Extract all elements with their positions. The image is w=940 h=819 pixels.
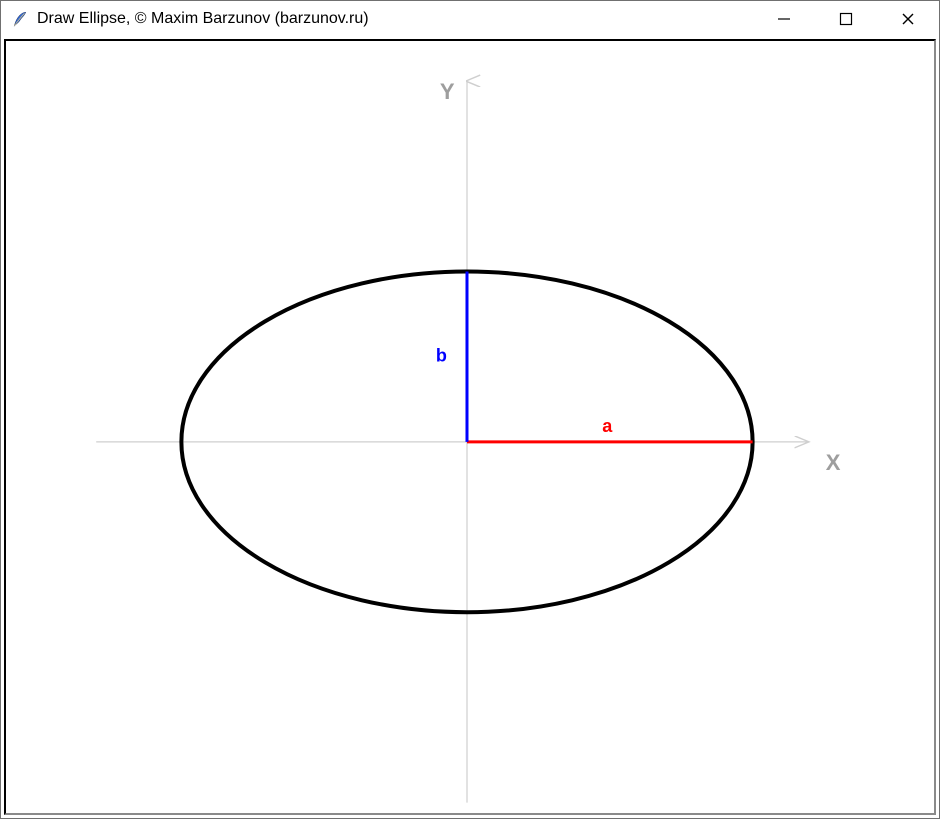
- minimize-icon: [777, 12, 791, 26]
- maximize-icon: [839, 12, 853, 26]
- ellipse-canvas: X Ya b: [6, 41, 934, 813]
- canvas-panel: X Ya b: [4, 39, 936, 815]
- app-window: Draw Ellipse, © Maxim Barzunov (barzunov…: [0, 0, 940, 819]
- semi-major-axis-label: a: [602, 416, 613, 436]
- feather-icon: [11, 10, 29, 28]
- semi-minor-axis-label: b: [436, 346, 447, 366]
- maximize-button[interactable]: [815, 1, 877, 36]
- minimize-button[interactable]: [753, 1, 815, 36]
- y-axis-label: Y: [440, 79, 455, 104]
- window-title: Draw Ellipse, © Maxim Barzunov (barzunov…: [37, 10, 753, 28]
- titlebar[interactable]: Draw Ellipse, © Maxim Barzunov (barzunov…: [1, 1, 939, 36]
- client-area: X Ya b: [1, 36, 939, 818]
- close-icon: [901, 12, 915, 26]
- window-controls: [753, 1, 939, 36]
- close-button[interactable]: [877, 1, 939, 36]
- x-axis-label: X: [826, 450, 841, 475]
